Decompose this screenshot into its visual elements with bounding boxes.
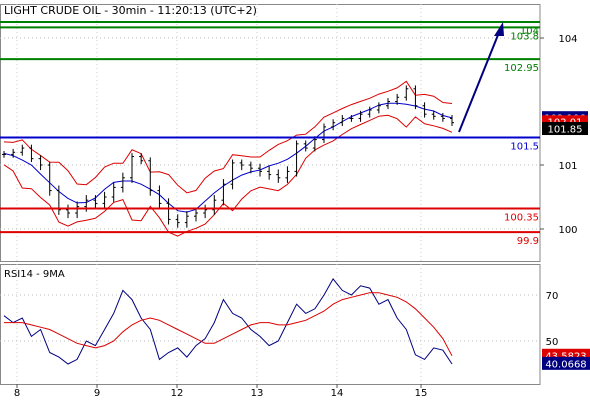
x-tick-label: 14 bbox=[331, 388, 344, 399]
rsi-y-tick-label: 70 bbox=[546, 291, 559, 302]
level-label: 104 bbox=[520, 26, 539, 37]
rsi-badge-label: 43.5823 bbox=[545, 351, 586, 362]
x-tick-label: 15 bbox=[415, 388, 428, 399]
rsi-badge-label: 40.0668 bbox=[545, 359, 586, 370]
x-tick-label: 12 bbox=[171, 388, 184, 399]
price-badge bbox=[542, 122, 588, 136]
price-y-tick-label: 100 bbox=[558, 225, 577, 236]
level-label: 103.8 bbox=[510, 31, 539, 42]
projection-arrow-line bbox=[458, 29, 501, 133]
level-label: 102.95 bbox=[504, 63, 539, 74]
rsi-panel-frame bbox=[0, 264, 541, 385]
level-label: 99.9 bbox=[517, 236, 539, 247]
projection-arrow-head bbox=[494, 22, 504, 36]
x-tick-label: 13 bbox=[251, 388, 264, 399]
price-y-tick-label: 104 bbox=[558, 34, 577, 45]
chart-title: LIGHT CRUDE OIL - 30min - 11:20:13 (UTC+… bbox=[4, 4, 257, 17]
x-tick-label: 9 bbox=[94, 388, 100, 399]
rsi-badge bbox=[542, 356, 590, 370]
rsi-title: RSI14 - 9MA bbox=[4, 269, 65, 280]
price-y-tick-label: 101 bbox=[558, 161, 577, 172]
bollinger-lower-line bbox=[3, 114, 453, 237]
level-label: 101.5 bbox=[510, 141, 539, 152]
price-badge-label: 101.85 bbox=[548, 125, 583, 136]
bollinger-upper-line bbox=[3, 80, 453, 194]
price-panel-frame bbox=[0, 4, 541, 262]
rsi-y-tick-label: 50 bbox=[546, 337, 559, 348]
x-tick-label: 8 bbox=[14, 388, 20, 399]
moving-average-line bbox=[3, 102, 453, 213]
rsi-series-rsi14 bbox=[3, 278, 453, 365]
level-label: 100.35 bbox=[504, 213, 539, 224]
rsi-series-9ma bbox=[4, 292, 453, 357]
